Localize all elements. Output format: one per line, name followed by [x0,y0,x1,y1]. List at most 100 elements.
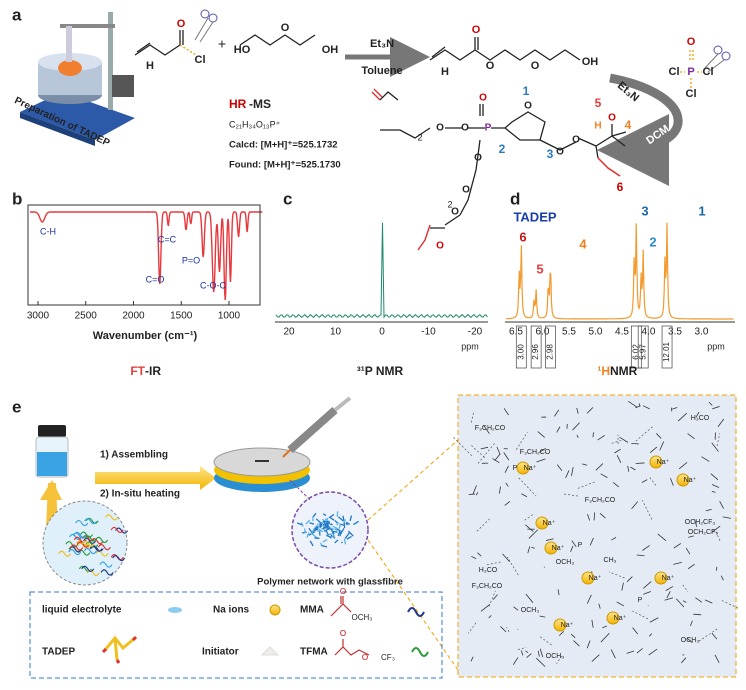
x-tick-label: -10 [421,327,436,338]
legend-label: Na ions [213,605,250,616]
peak-label: C=C [158,234,177,244]
fibre [305,528,306,533]
peak-label: 6 [519,229,526,244]
x-tick-label: 3000 [27,311,50,322]
position-number: 4 [625,118,632,132]
subscript: 2 [447,199,452,209]
step-label: 1) Assembling [100,450,168,461]
hrms-calcd: Calcd: [M+H]⁺=525.1732 [229,140,338,151]
network-label: Na⁺ [552,545,565,552]
atom: O [608,113,616,124]
atom: O [436,123,444,134]
x-tick-label: 6.0 [536,327,550,338]
atom: Cl [195,54,206,66]
peak-label: 2 [649,234,656,249]
atom: O [472,24,481,36]
acryl-bond [372,89,430,250]
peak-label: C-H [40,226,56,236]
atom: H [146,60,154,72]
position-number: 6 [617,180,624,194]
atom: OH [322,44,339,56]
integral: 2.96 [531,344,540,360]
x-tick-label: 5.0 [589,327,603,338]
caption: ³¹P NMR [357,364,404,378]
atom: O [572,135,580,146]
network-label: OCH₃ [546,653,565,660]
x-tick-label: -20 [468,327,483,338]
unit: ppm [707,341,725,351]
network-label: F₃CH₂CO [585,497,616,504]
bond [631,443,638,444]
peak-label: 1 [698,203,705,218]
atom: Cl [686,88,697,100]
network-label: Na⁺ [524,465,537,472]
legend-label: TFMA [300,647,328,658]
x-tick-label: 0 [379,327,385,338]
solvent: Toluene [361,65,402,77]
legend-label: liquid electrolyte [42,605,122,616]
integral: 5.97 [638,344,647,360]
atom: O [524,101,532,112]
panel-label: b [12,189,22,208]
network-box [458,395,736,677]
bond [636,463,645,464]
network-label: F₃CH₂CO [472,583,503,590]
peak-label: 5 [536,261,543,276]
peak-label: C=O [146,274,165,284]
network-label: OCH₃ [521,607,540,614]
assembly-illustration [36,398,458,670]
atom: O [340,587,346,596]
peak-label: P=O [182,255,200,265]
x-tick-label: 2000 [122,311,145,322]
legend-label: Initiator [202,647,239,658]
network-label: Na⁺ [561,622,574,629]
caption: NMR [610,364,638,378]
atom: OCH₃ [351,613,372,622]
position-number: 5 [595,96,602,110]
network-label: OCH₂CF₃ [688,529,719,536]
p-nmr-spectrum [276,223,488,318]
panel-label: a [12,5,22,24]
network-label: Na⁺ [589,575,602,582]
network-label: Na⁺ [662,575,675,582]
fibre [314,538,319,539]
tadep-bonds [380,92,626,228]
peak-label: C-O-C [200,280,226,290]
x-tick-label: 4.0 [642,327,656,338]
legend-label: MMA [300,605,324,616]
panel-label: e [12,397,21,416]
atom: O [436,241,444,252]
network-label: P [578,542,583,549]
x-tick-label: 1500 [170,311,193,322]
atom: O [531,60,540,72]
reagent: Et₃N [370,38,394,50]
network-label: OCH₂CF₃ [685,519,716,526]
atom: P [687,66,694,78]
fibre [343,516,344,521]
atom: Cl [669,66,680,78]
integral: 3.00 [516,344,525,360]
network-label: H₃CO [691,415,710,422]
network-label: F₃CH₂CO [520,449,551,456]
network-label: OCH₃ [681,637,700,644]
legend-icons [103,596,428,663]
integral: 12.01 [662,341,671,362]
caption: -IR [145,364,161,378]
network-label: P [638,597,643,604]
atom: O [461,123,469,134]
atom: O [687,36,696,48]
network-label: Na⁺ [614,615,627,622]
position-number: 3 [547,147,554,161]
x-axis-label: Wavenumber (cm⁻¹) [93,330,198,342]
atom: Cl [703,66,714,78]
atom: O [340,629,346,638]
atom: O [556,147,564,158]
network-label: Na⁺ [684,477,697,484]
legend-label: TADEP [42,647,75,658]
peak-label: 4 [579,236,587,251]
atom: O [362,653,368,662]
atom: O [486,60,495,72]
vinyl-bond [598,158,620,176]
atom: H [441,66,449,78]
atom: CF₃ [381,653,395,662]
